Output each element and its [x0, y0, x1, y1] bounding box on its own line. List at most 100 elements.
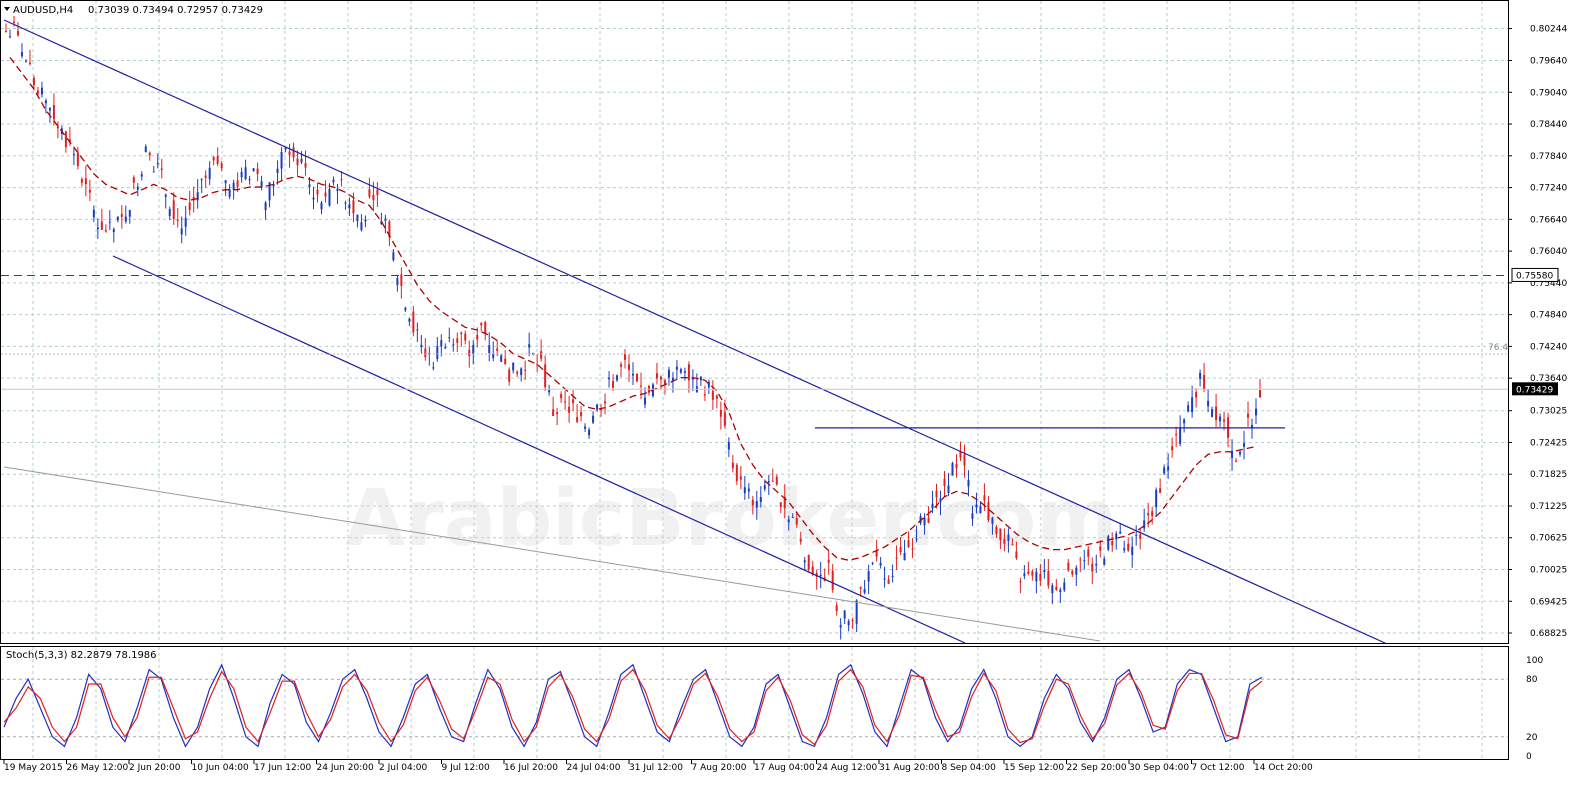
y-tick-label: 0.76040: [1530, 247, 1567, 257]
candle-body: [252, 168, 255, 171]
candle-body: [1003, 539, 1006, 544]
candle-body: [771, 480, 774, 482]
candle-body: [1091, 563, 1094, 572]
candle-body: [1019, 581, 1022, 583]
x-tick-label: 7 Aug 20:00: [692, 763, 747, 773]
candle-body: [128, 210, 131, 217]
candle-body: [292, 147, 295, 158]
candle-body: [248, 179, 251, 181]
candle-body: [1111, 541, 1114, 546]
candle-body: [911, 548, 914, 550]
candle-body: [723, 412, 726, 426]
candle-body: [544, 364, 547, 388]
candle-body: [452, 344, 455, 346]
candle-body: [120, 213, 123, 218]
candle-body: [184, 217, 187, 227]
candle-body: [1255, 408, 1258, 416]
candle-body: [675, 366, 678, 370]
moving-average-line: [9, 56, 1257, 561]
x-tick-label: 7 Oct 12:00: [1192, 763, 1245, 773]
ohlc-values: 0.73039 0.73494 0.72957 0.73429: [88, 5, 263, 16]
price-panel-border: [0, 0, 1509, 644]
candle-body: [16, 30, 19, 36]
candle-body: [923, 517, 926, 526]
candle-body: [1015, 551, 1018, 559]
candle-body: [560, 394, 563, 399]
candle-body: [739, 476, 742, 480]
candle-body: [496, 348, 499, 351]
candle-body: [1239, 451, 1242, 455]
candle-body: [1207, 400, 1210, 407]
candle-body: [835, 605, 838, 612]
candle-body: [1211, 409, 1214, 417]
candle-body: [1143, 520, 1146, 529]
candle-body: [268, 182, 271, 201]
candle-body: [727, 441, 730, 450]
overlay-lines: [1, 19, 1508, 644]
candle-body: [68, 139, 71, 142]
y-tick-label: 0.69425: [1530, 597, 1567, 607]
symbol-dropdown-icon[interactable]: [4, 7, 10, 11]
candle-body: [220, 163, 223, 169]
candle-body: [1043, 570, 1046, 573]
candle-body: [524, 369, 527, 371]
candle-body: [628, 364, 631, 370]
candle-body: [48, 108, 51, 111]
candle-body: [564, 401, 567, 403]
candle-body: [763, 485, 766, 490]
candle-body: [272, 183, 275, 187]
candle-body: [240, 172, 243, 178]
candle-body: [851, 620, 854, 622]
candle-body: [759, 496, 762, 503]
candle-body: [1147, 513, 1150, 516]
x-tick-label: 22 Sep 20:00: [1067, 763, 1127, 773]
candle-body: [987, 502, 990, 520]
y-tick-label: 0.70625: [1530, 534, 1567, 544]
candle-body: [807, 554, 810, 570]
candle-body: [1099, 546, 1102, 551]
candle-body: [1155, 489, 1158, 508]
candle-body: [556, 412, 559, 415]
y-tick-label: 0.79040: [1530, 88, 1567, 98]
candle-body: [232, 182, 235, 190]
candle-body: [352, 200, 355, 214]
candle-body: [1183, 419, 1186, 424]
channel-lower-line: [112, 255, 966, 644]
candle-body: [484, 322, 487, 334]
candle-body: [871, 562, 874, 564]
candle-body: [635, 373, 638, 382]
watermark: ArabicBroker.com: [345, 474, 1118, 564]
candle-body: [236, 180, 239, 187]
x-tick-label: 19 May 2015: [4, 763, 63, 773]
candle-body: [444, 347, 447, 349]
candle-body: [372, 194, 375, 201]
candle-body: [76, 152, 79, 167]
candle-body: [416, 329, 419, 331]
candle-body: [200, 179, 203, 181]
candle-body: [679, 369, 682, 373]
candle-body: [1055, 586, 1058, 590]
candle-body: [80, 179, 83, 183]
candle-body: [296, 158, 299, 166]
candle-body: [1067, 562, 1070, 571]
candle-body: [612, 381, 615, 388]
candle-body: [312, 197, 315, 200]
candle-body: [847, 621, 850, 626]
candle-body: [528, 344, 531, 348]
candle-body: [72, 153, 75, 155]
candle-body: [803, 560, 806, 563]
candle-body: [683, 371, 686, 373]
candle-body: [328, 189, 331, 206]
candle-body: [208, 167, 211, 180]
candle-body: [264, 202, 267, 211]
candle-body: [895, 557, 898, 559]
candle-body: [767, 481, 770, 483]
y-tick-label: 0.73025: [1530, 407, 1567, 417]
candle-body: [939, 498, 942, 503]
candle-body: [1175, 434, 1178, 436]
candle-body: [408, 318, 411, 322]
candle-body: [1247, 413, 1250, 418]
candle-body: [659, 376, 662, 380]
